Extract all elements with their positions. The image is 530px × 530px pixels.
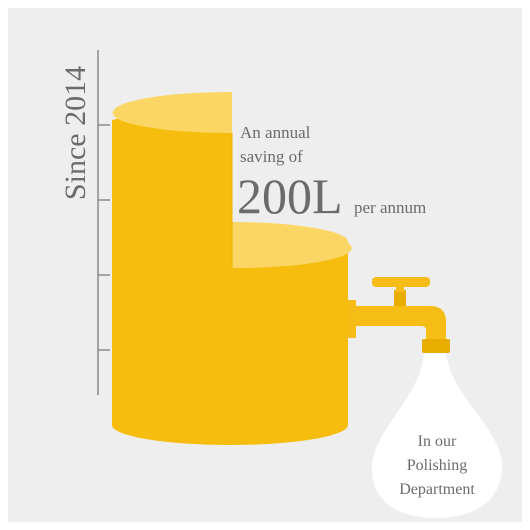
since-year-label: Since 2014	[59, 66, 92, 200]
department-line-3: Department	[399, 481, 475, 498]
tap-spout	[356, 306, 446, 340]
annual-saving-line-2: saving of	[240, 147, 303, 166]
water-tank-icon	[112, 91, 352, 445]
tap-mount-plate	[348, 300, 356, 338]
tank-upper-body	[112, 92, 232, 260]
tap-valve-stem	[394, 290, 406, 306]
water-stream-icon	[371, 353, 503, 518]
department-line-1: In our	[418, 433, 457, 450]
tank-lower-body	[112, 242, 348, 445]
saving-amount: 200L	[237, 168, 343, 224]
tank-lower-top	[232, 221, 352, 269]
timeline-axis	[97, 50, 110, 395]
tank-upper-top	[112, 91, 232, 134]
per-annum-label: per annum	[354, 198, 426, 217]
annual-saving-line-1: An annual	[240, 123, 311, 142]
department-line-2: Polishing	[407, 457, 467, 474]
tap-handle	[372, 277, 430, 287]
tap-handle-post	[396, 285, 404, 292]
tap-nozzle	[422, 339, 450, 353]
tap-icon	[348, 277, 450, 353]
